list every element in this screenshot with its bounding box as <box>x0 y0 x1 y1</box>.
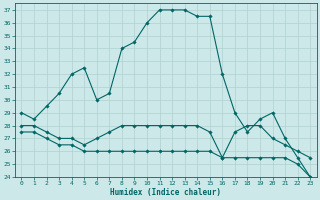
X-axis label: Humidex (Indice chaleur): Humidex (Indice chaleur) <box>110 188 221 197</box>
